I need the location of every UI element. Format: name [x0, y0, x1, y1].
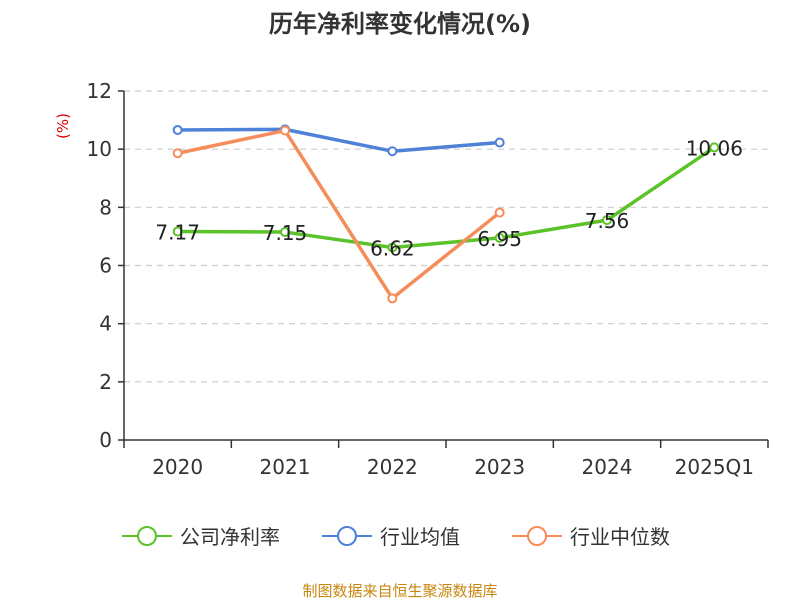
- data-point: [280, 227, 290, 238]
- chart-title: 历年净利率变化情况(%): [269, 10, 531, 38]
- data-point: [387, 242, 398, 253]
- data-point: [280, 125, 290, 136]
- legend-item[interactable]: 行业均值: [322, 525, 460, 549]
- data-point: [387, 293, 398, 304]
- data-point: [172, 124, 183, 135]
- y-tick-label: 10: [87, 137, 112, 161]
- series-lines: [172, 124, 720, 304]
- data-point: [494, 207, 505, 218]
- legend-marker: [137, 526, 157, 546]
- y-tick-label: 0: [99, 428, 112, 452]
- data-label: 7.17: [155, 220, 200, 244]
- y-tick-label: 12: [87, 79, 112, 103]
- data-labels: 7.17 7.15 6.62 6.95 7.56 10.06: [155, 136, 743, 260]
- y-tick-label: 8: [99, 195, 112, 219]
- data-point: [709, 142, 720, 153]
- data-point: [602, 215, 612, 226]
- y-tick-label: 2: [99, 370, 112, 394]
- data-point: [172, 148, 183, 159]
- legend-marker: [337, 526, 357, 546]
- legend-label: 行业中位数: [570, 525, 670, 549]
- data-label: 10.06: [686, 136, 743, 160]
- data-point: [494, 137, 505, 148]
- series-line: [177, 145, 716, 250]
- series-line: [177, 127, 500, 153]
- y-axis-unit-label: (%): [54, 113, 72, 139]
- y-tick-label: 6: [99, 254, 112, 278]
- legend-label: 行业均值: [380, 525, 460, 549]
- legend: 公司净利率 行业均值 行业中位数: [122, 525, 670, 549]
- data-point: [494, 232, 505, 243]
- legend-item[interactable]: 行业中位数: [512, 525, 670, 549]
- source-note: 制图数据来自恒生聚源数据库: [302, 582, 497, 600]
- data-label: 7.56: [585, 209, 630, 233]
- data-label: 6.95: [477, 227, 522, 251]
- legend-marker: [527, 526, 547, 546]
- legend-label: 公司净利率: [180, 525, 280, 549]
- x-tick-label: 2023: [474, 455, 525, 479]
- x-tick-label: 2025Q1: [675, 455, 754, 479]
- grid-lines: [124, 90, 768, 383]
- series-line: [177, 128, 501, 301]
- data-point: [172, 226, 183, 237]
- y-tick-label: 4: [99, 312, 112, 336]
- x-tick-label: 2024: [582, 455, 633, 479]
- data-label: 6.62: [370, 236, 415, 260]
- x-tick-label: 2020: [152, 455, 203, 479]
- axes: 0 2 4 6 8 10 12 2020 2021 2022 2023 2024 2025Q1: [87, 79, 769, 479]
- legend-item[interactable]: 公司净利率: [122, 525, 280, 549]
- data-label: 7.15: [263, 221, 308, 245]
- data-point: [387, 146, 398, 157]
- x-tick-label: 2022: [367, 455, 418, 479]
- x-tick-label: 2021: [260, 455, 311, 479]
